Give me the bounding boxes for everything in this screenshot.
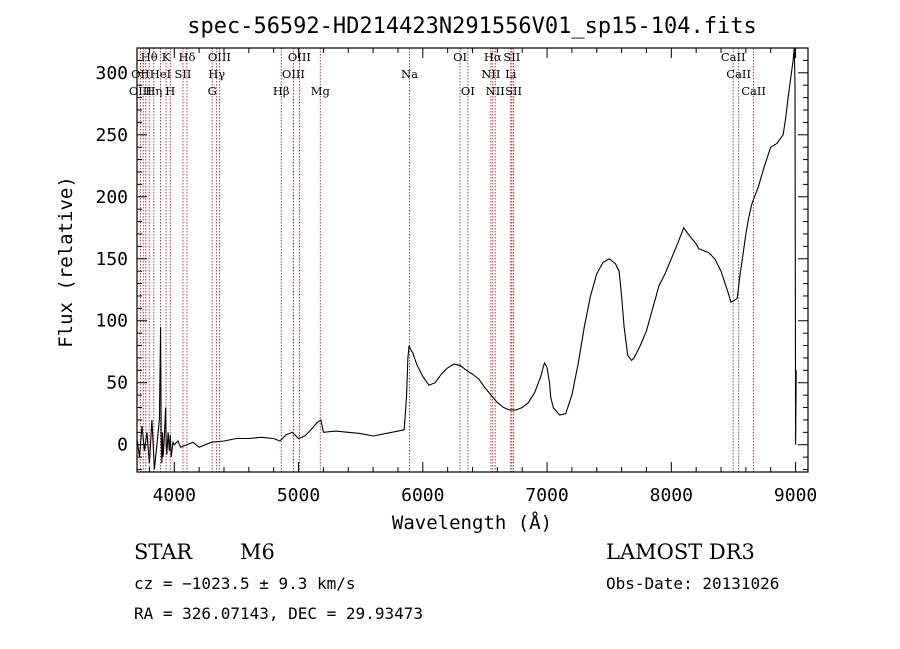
plot-frame [136, 47, 809, 473]
object-type: STAR [134, 540, 193, 564]
spectral-line-label: H [165, 84, 175, 98]
spectral-line-label: Mg [311, 84, 331, 98]
x-axis-label: Wavelength (Å) [392, 511, 552, 534]
spectral-line-label: SII [505, 84, 522, 98]
axis-ticks: 4000 5000 6000 7000 8000 9000 0 50 100 150 200 250 3… [95, 47, 817, 506]
object-subclass: M6 [240, 540, 275, 564]
y-tick-label: 150 [95, 249, 128, 270]
x-tick-label: 8000 [650, 485, 693, 506]
spectral-line-label: OIII [208, 50, 231, 64]
spectral-line-label: G [208, 84, 217, 98]
observation-date: Obs-Date: 20131026 [606, 574, 779, 593]
spectral-line-label: SII [503, 50, 520, 64]
y-tick-label: 250 [95, 125, 128, 146]
spectral-line-label: NII [481, 67, 500, 81]
spectral-line-label: Hθ [141, 50, 158, 64]
spectral-line-label: CaII [726, 67, 751, 81]
x-tick-label: 7000 [525, 485, 568, 506]
spectral-line-label: CaII [721, 50, 746, 64]
spectral-line-label: OIII [129, 84, 152, 98]
y-tick-label: 100 [95, 311, 128, 332]
spectral-line-label: CaII [741, 84, 766, 98]
spectral-line-label: OIII [282, 67, 305, 81]
spectral-line-label: Hγ [208, 67, 225, 81]
spectral-line-label: Hδ [178, 50, 195, 64]
x-tick-label: 4000 [153, 485, 196, 506]
redshift-cz: cz = −1023.5 ± 9.3 km/s [134, 574, 356, 593]
spectral-line-label: OI [461, 84, 475, 98]
spectrum-series-line [136, 47, 797, 470]
survey-name: LAMOST DR3 [606, 540, 755, 564]
chart-title: spec-56592-HD214423N291556V01_sp15-104.f… [187, 14, 757, 39]
spectral-line-label: Hα [484, 50, 502, 64]
y-tick-label: 300 [95, 63, 128, 84]
x-tick-label: 9000 [774, 485, 817, 506]
y-tick-label: 200 [95, 187, 128, 208]
y-axis-label: Flux (relative) [55, 176, 77, 348]
spectral-line-label: Li [505, 67, 517, 81]
spectral-line-label: HeI [150, 67, 171, 81]
spectral-line-markers [139, 48, 755, 472]
spectral-line-label: Hβ [273, 84, 290, 98]
spectral-line-label: OIII [288, 50, 311, 64]
spectral-line-label: K [162, 50, 171, 64]
spectral-line-label: Hη [145, 84, 162, 98]
x-tick-label: 6000 [401, 485, 444, 506]
spectral-line-label: SII [174, 67, 191, 81]
spectral-line-label: Na [401, 67, 418, 81]
x-tick-label: 5000 [277, 485, 320, 506]
spectral-line-label: OII [131, 67, 150, 81]
y-tick-label: 50 [106, 373, 128, 394]
y-tick-label: 0 [117, 435, 128, 456]
spectral-line-label: NII [486, 84, 505, 98]
spectral-line-label: OI [453, 50, 467, 64]
coordinates: RA = 326.07143, DEC = 29.93473 [134, 604, 423, 623]
